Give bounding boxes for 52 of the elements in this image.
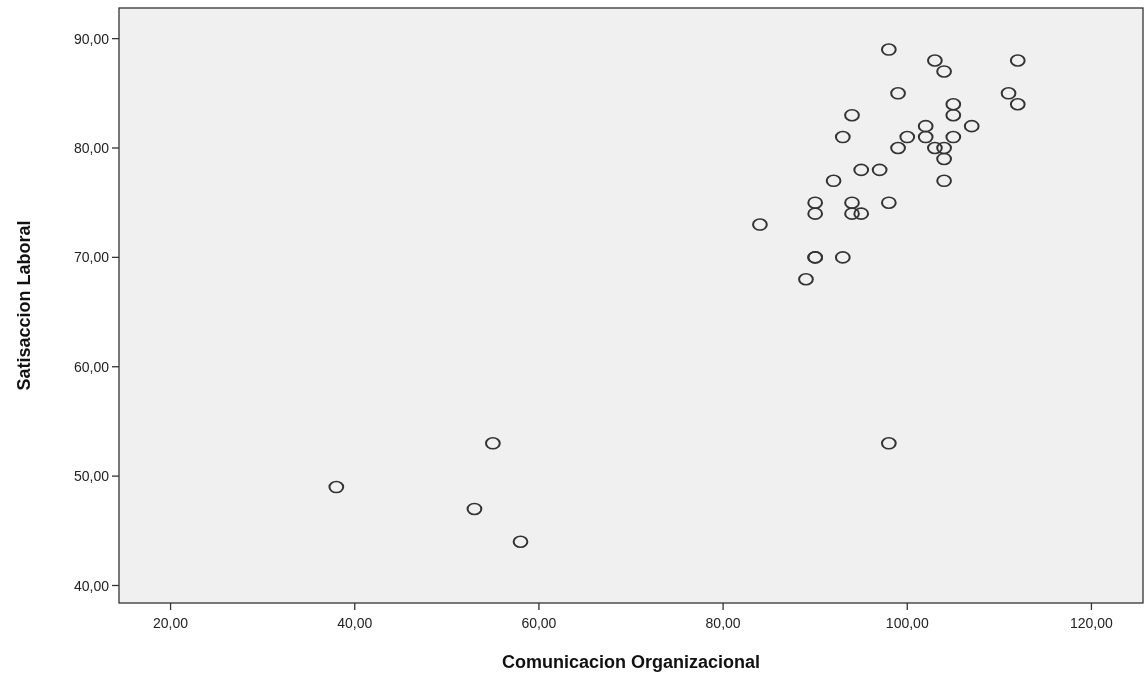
- x-tick-label: 60,00: [521, 615, 557, 631]
- point: [945, 130, 962, 144]
- y-tick-label: 80,00: [73, 140, 110, 156]
- point: [825, 174, 842, 188]
- point: [844, 108, 860, 122]
- y-tick-label: 40,00: [73, 577, 110, 594]
- point: [927, 141, 943, 155]
- x-tick-label: 100,00: [885, 615, 929, 631]
- point: [1009, 97, 1026, 111]
- point: [835, 250, 851, 264]
- point: [899, 130, 916, 144]
- point: [890, 141, 906, 155]
- point: [328, 480, 345, 494]
- point: [871, 163, 888, 177]
- point: [917, 119, 934, 133]
- x-tick-label: 120,00: [1070, 615, 1114, 631]
- point: [927, 54, 943, 67]
- y-axis-title: Satisaccion Laboral: [14, 220, 34, 391]
- point: [881, 196, 897, 210]
- point: [936, 141, 952, 155]
- point: [844, 207, 860, 221]
- y-tick-label: 90,00: [73, 30, 110, 47]
- point: [466, 502, 483, 516]
- point: [485, 436, 501, 450]
- point: [844, 196, 860, 210]
- point: [945, 97, 962, 111]
- y-tick-label: 70,00: [73, 249, 110, 266]
- point: [936, 65, 952, 78]
- x-tick-label: 40,00: [337, 615, 373, 631]
- x-tick-label: 20,00: [153, 615, 189, 631]
- point: [835, 130, 851, 144]
- point: [752, 218, 768, 231]
- point: [1000, 86, 1017, 100]
- y-tick-label: 60,00: [73, 358, 110, 375]
- y-tick-label: 50,00: [73, 468, 110, 485]
- point: [807, 207, 823, 221]
- point: [936, 152, 952, 166]
- point: [853, 163, 869, 177]
- point: [936, 174, 952, 188]
- point: [807, 196, 823, 210]
- point: [963, 119, 980, 133]
- x-axis-title: Comunicacion Organizacional: [501, 652, 761, 672]
- point: [798, 272, 814, 286]
- x-tick-label: 80,00: [705, 615, 741, 631]
- point: [881, 43, 897, 56]
- point: [890, 86, 906, 100]
- point: [881, 436, 897, 450]
- point: [853, 207, 869, 221]
- point: [917, 130, 934, 144]
- point: [512, 535, 529, 549]
- point: [945, 108, 962, 122]
- point: [1009, 54, 1026, 67]
